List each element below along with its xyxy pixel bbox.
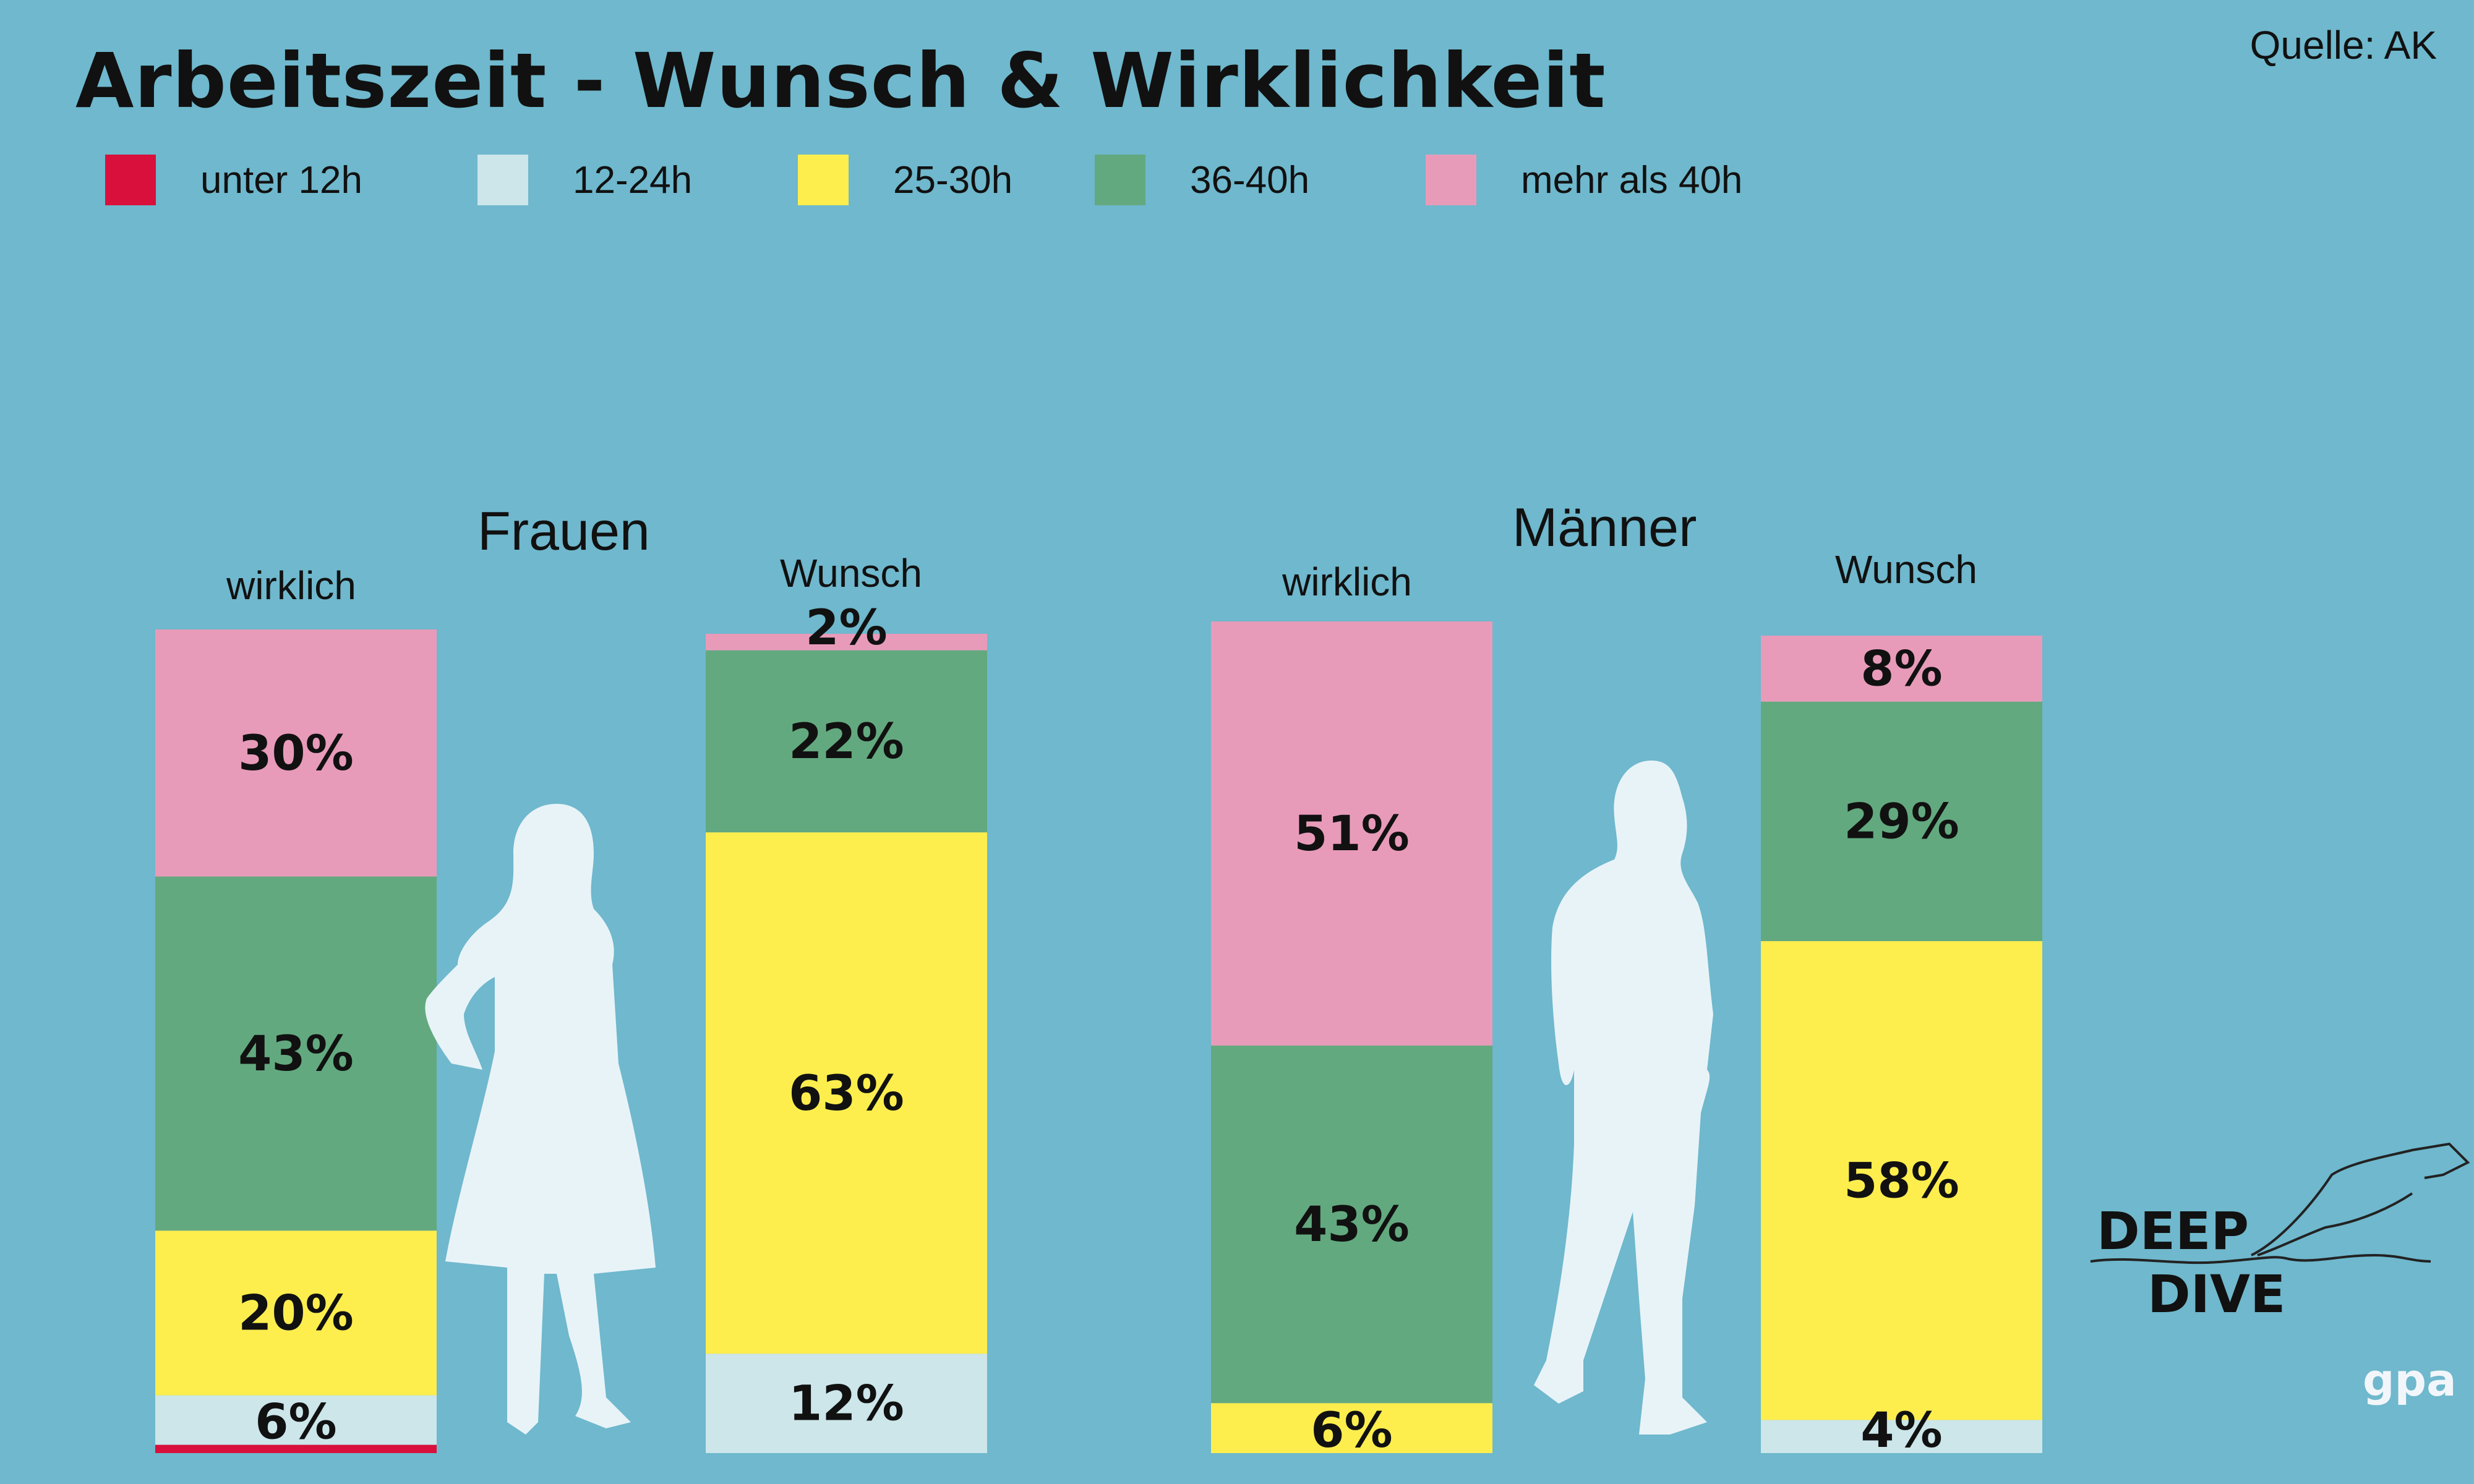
bar-segment-maenner-wunsch-36-40h [1761, 701, 2042, 942]
legend-swatch-36-40h [1095, 155, 1145, 205]
bar-label-maenner-wunsch: Wunsch [1834, 547, 1978, 592]
bar-segment-maenner-wirklich-mehr-als-40h [1211, 621, 1492, 1046]
bar-segment-frauen-wirklich-25-30h [155, 1230, 437, 1396]
data-label-frauen-wunsch-25-30h: 63% [789, 1066, 904, 1122]
legend-item-25-30h: 25-30h [798, 155, 1012, 205]
hand-doodle-icon [2090, 1142, 2470, 1264]
legend-label-25-30h: 25-30h [893, 158, 1013, 202]
chart-title: Arbeitszeit - Wunsch & Wirklichkeit [75, 37, 1606, 125]
bar-segment-maenner-wirklich-25-30h [1211, 1403, 1492, 1453]
bar-segment-maenner-wunsch-12-24h [1761, 1420, 2042, 1453]
bar-segment-frauen-wunsch-12-24h [706, 1354, 987, 1453]
data-label-frauen-wunsch-mehr-als-40h: 2% [805, 600, 887, 656]
data-label-frauen-wunsch-36-40h: 22% [789, 714, 904, 770]
bar-segment-frauen-wirklich-mehr-als-40h [155, 629, 437, 877]
bar-segment-frauen-wunsch-mehr-als-40h [706, 634, 987, 650]
data-label-frauen-wirklich-mehr-als-40h: 30% [238, 726, 354, 782]
bar-segment-frauen-wunsch-36-40h [706, 650, 987, 833]
legend-swatch-unter-12h [105, 155, 156, 205]
bar-segment-maenner-wunsch-25-30h [1761, 941, 2042, 1420]
legend-item-mehr-40h: mehr als 40h [1426, 155, 1742, 205]
bar-segment-maenner-wunsch-mehr-als-40h [1761, 636, 2042, 702]
data-label-frauen-wirklich-25-30h: 20% [238, 1286, 354, 1342]
data-label-maenner-wunsch-mehr-als-40h: 8% [1860, 641, 1942, 697]
legend-swatch-12-24h [477, 155, 528, 205]
legend-swatch-mehr-40h [1426, 155, 1476, 205]
bar-segment-maenner-wirklich-36-40h [1211, 1045, 1492, 1404]
data-label-maenner-wirklich-25-30h: 6% [1311, 1403, 1392, 1459]
bar-label-frauen-wirklich: wirklich [226, 563, 356, 608]
deep-dive-logo: DEEP DIVE [2097, 1200, 2285, 1326]
legend-item-36-40h: 36-40h [1095, 155, 1309, 205]
legend-label-mehr-40h: mehr als 40h [1521, 158, 1743, 202]
deep-dive-line1: DEEP [2097, 1201, 2249, 1261]
man-silhouette-icon [1534, 761, 1713, 1435]
legend-label-36-40h: 36-40h [1190, 158, 1310, 202]
bar-segment-frauen-wunsch-25-30h [706, 832, 987, 1354]
data-label-maenner-wunsch-12-24h: 4% [1860, 1403, 1942, 1459]
bar-label-frauen-wunsch: Wunsch [779, 551, 923, 595]
data-label-frauen-wirklich-12-24h: 6% [255, 1395, 336, 1451]
data-label-maenner-wirklich-mehr-als-40h: 51% [1294, 806, 1410, 862]
bar-segment-frauen-wirklich-unter-12h [155, 1444, 437, 1453]
legend-label-unter-12h: unter 12h [200, 158, 362, 202]
data-label-maenner-wunsch-36-40h: 29% [1844, 794, 1959, 850]
legend-swatch-25-30h [798, 155, 849, 205]
bar-segment-frauen-wirklich-36-40h [155, 876, 437, 1231]
data-label-frauen-wirklich-36-40h: 43% [238, 1026, 354, 1082]
gpa-logo: gpa [2363, 1354, 2457, 1406]
data-label-frauen-wunsch-12-24h: 12% [789, 1376, 904, 1432]
bar-segment-frauen-wirklich-12-24h [155, 1395, 437, 1445]
bar-label-maenner-wirklich: wirklich [1282, 560, 1412, 604]
legend-item-unter-12h: unter 12h [105, 155, 362, 205]
data-label-maenner-wirklich-36-40h: 43% [1294, 1197, 1410, 1253]
deep-dive-line2: DIVE [2147, 1264, 2286, 1324]
legend-label-12-24h: 12-24h [573, 158, 693, 202]
data-label-maenner-wunsch-25-30h: 58% [1844, 1153, 1959, 1209]
legend-item-12-24h: 12-24h [477, 155, 692, 205]
woman-silhouette-icon [425, 804, 656, 1435]
group-title-maenner: Männer [1512, 497, 1697, 558]
group-title-frauen: Frauen [477, 500, 650, 561]
source-label: Quelle: AK [2249, 23, 2437, 67]
